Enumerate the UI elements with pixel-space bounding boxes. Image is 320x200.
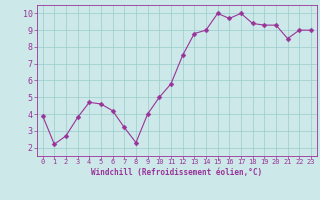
X-axis label: Windchill (Refroidissement éolien,°C): Windchill (Refroidissement éolien,°C)	[91, 168, 262, 177]
